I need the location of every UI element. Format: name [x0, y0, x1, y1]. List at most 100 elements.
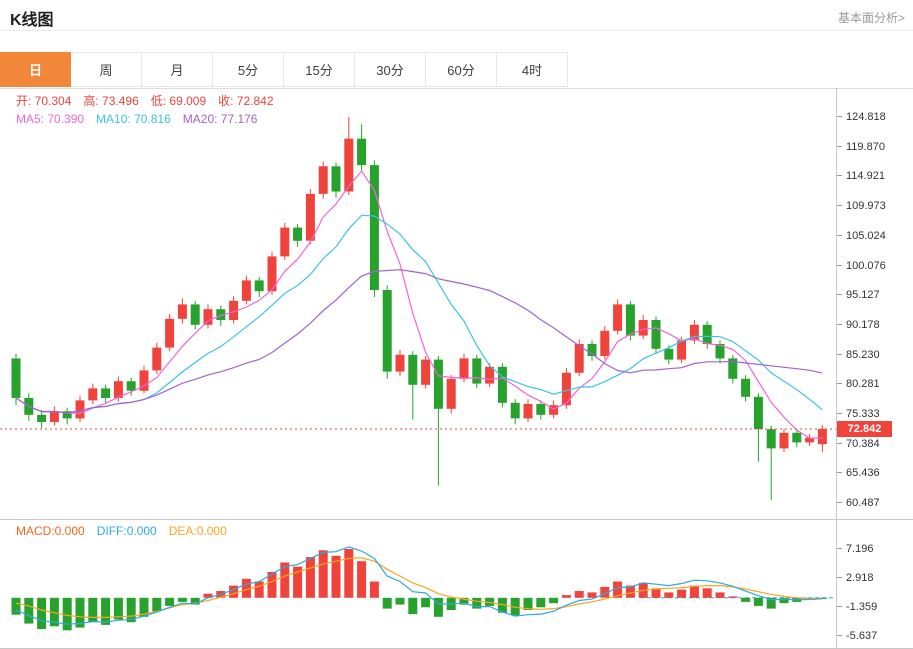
candle-body — [549, 405, 559, 415]
candle-body — [165, 318, 175, 348]
macd-bar — [561, 595, 571, 598]
candle-body — [446, 378, 456, 409]
macd-bar — [741, 597, 751, 602]
candle-body — [497, 366, 507, 403]
macd-legend: MACD:0.000 DIFF:0.000 DEA:0.000 — [16, 524, 239, 538]
macd-chart[interactable] — [0, 521, 836, 649]
ma5-line — [15, 170, 823, 439]
macd-bar — [664, 592, 674, 598]
macd-bar — [331, 555, 341, 598]
macd-bar — [382, 597, 392, 609]
price-axis: 124.818 119.870 114.921 109.973 105.024 100.0… — [836, 88, 913, 649]
tab-day[interactable]: 日 — [0, 52, 71, 87]
candle-body — [728, 358, 738, 379]
macd-bar — [49, 597, 59, 627]
tab-30min[interactable]: 30分 — [355, 52, 426, 87]
macd-bar — [651, 588, 661, 598]
candle-body — [62, 411, 72, 419]
candle-body — [88, 388, 98, 401]
candle-body — [638, 320, 648, 336]
macd-bar — [254, 581, 264, 598]
ma-legend: MA5: 70.390 MA10: 70.816 MA20: 77.176 — [16, 112, 269, 126]
macd-bar — [37, 597, 47, 629]
macd-panel: MACD:0.000 DIFF:0.000 DEA:0.000 — [0, 521, 836, 649]
candle-body — [344, 138, 354, 192]
candle-body — [600, 330, 610, 356]
candle-body — [11, 358, 21, 398]
macd-bar — [267, 572, 277, 598]
axis-tick-label: 124.818 — [837, 111, 886, 123]
candle-body — [613, 304, 623, 331]
tab-month[interactable]: 月 — [142, 52, 213, 87]
candle-body — [510, 402, 520, 419]
tab-15min[interactable]: 15分 — [284, 52, 355, 87]
candle-body — [779, 432, 789, 449]
candle-body — [587, 344, 597, 356]
legend-item: 高: 73.496 — [83, 94, 139, 108]
candle-body — [101, 388, 111, 398]
tab-4hour[interactable]: 4时 — [497, 52, 568, 87]
candle-body — [357, 138, 367, 166]
candle-body — [459, 358, 469, 379]
macd-bar — [241, 578, 251, 598]
axis-tick-label: -1.359 — [837, 601, 877, 613]
axis-tick-label: 114.921 — [837, 170, 885, 182]
macd-bar — [689, 585, 699, 598]
candle-body — [126, 381, 136, 391]
candle-body — [229, 300, 239, 320]
candle-body — [715, 344, 725, 359]
widget-header: K线图 基本面分析> — [0, 0, 913, 31]
candle-body — [625, 304, 635, 336]
candle-body — [753, 396, 763, 430]
candle-body — [382, 290, 392, 372]
macd-bar — [305, 557, 315, 598]
axis-tick-label: 109.973 — [837, 200, 886, 212]
candle-body — [574, 344, 584, 373]
candle-body — [677, 340, 687, 360]
macd-bar — [574, 591, 584, 598]
fundamental-analysis-link[interactable]: 基本面分析> — [837, 11, 905, 25]
candle-body — [139, 370, 149, 391]
macd-bar — [280, 562, 290, 598]
legend-item: 低: 69.009 — [150, 94, 207, 108]
candle-body — [203, 309, 213, 325]
tab-60min[interactable]: 60分 — [426, 52, 497, 87]
chart-area: 开: 70.304 高: 73.496 低: 69.009 收: 72.842 MA5… — [0, 88, 913, 649]
diff-line — [15, 546, 823, 625]
candlestick-chart[interactable] — [0, 88, 836, 519]
macd-bar — [779, 597, 789, 604]
candle-body — [485, 366, 495, 384]
tab-5min[interactable]: 5分 — [213, 52, 284, 87]
macd-bar — [523, 597, 533, 610]
candle-body — [331, 166, 341, 192]
tab-week[interactable]: 周 — [71, 52, 142, 87]
candle-body — [664, 348, 674, 360]
macd-bar — [293, 566, 303, 598]
candle-body — [305, 193, 315, 241]
macd-bar — [126, 597, 136, 623]
ma20-line — [15, 269, 823, 414]
candle-body — [37, 414, 47, 422]
macd-bar — [203, 593, 213, 598]
candle-body — [523, 404, 533, 419]
candle-body — [49, 411, 59, 422]
macd-bar — [229, 585, 239, 598]
axis-tick-label: 65.436 — [837, 467, 880, 479]
axis-tick-label: 2.918 — [837, 572, 874, 584]
macd-bar — [587, 592, 597, 598]
legend-item: MA5: 70.390 — [16, 112, 85, 126]
axis-tick-label: 90.178 — [837, 319, 880, 331]
macd-bar — [753, 597, 763, 606]
candle-body — [689, 324, 699, 341]
candle-body — [293, 227, 303, 241]
macd-bar — [625, 585, 635, 598]
axis-tick-label: 70.384 — [837, 438, 880, 450]
candle-body — [318, 166, 328, 194]
macd-bar — [728, 596, 738, 598]
macd-bar — [677, 589, 687, 598]
macd-bar — [536, 597, 546, 608]
page-title: K线图 — [10, 12, 54, 29]
candle-body — [792, 432, 802, 443]
legend-item: MA10: 70.816 — [96, 112, 171, 126]
